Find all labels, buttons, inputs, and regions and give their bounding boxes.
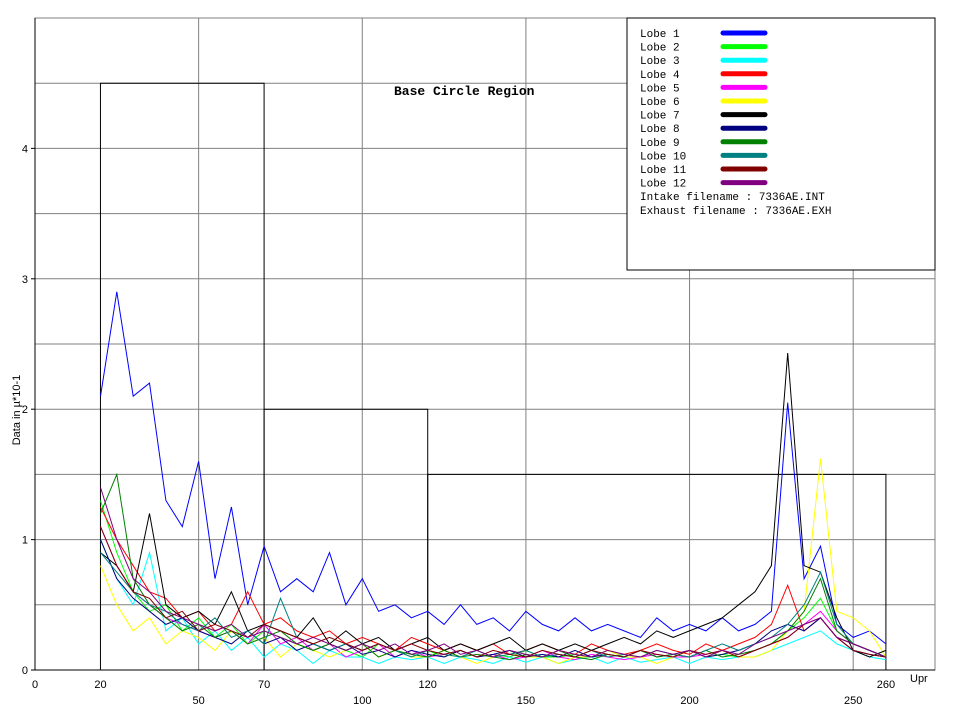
y-axis-label: Data in µ*10-1 (11, 375, 23, 446)
x-tick-label: 120 (419, 679, 437, 691)
series-line-lobe-7 (100, 353, 887, 658)
y-tick-label: 2 (22, 404, 28, 416)
y-tick-label: 0 (22, 665, 28, 677)
x-tick-label: 70 (258, 679, 270, 691)
series-line-lobe-8 (100, 539, 886, 658)
y-tick-label: 3 (22, 274, 28, 286)
series-line-lobe-9 (100, 472, 887, 661)
legend-label: Lobe 7 (640, 111, 680, 123)
y-tick-label: 4 (22, 143, 28, 155)
legend-filename: Exhaust filename : 7336AE.EXH (640, 206, 831, 218)
legend-label: Lobe 3 (640, 56, 680, 68)
x-tick-label: 20 (94, 679, 106, 691)
x-tick-label: 0 (32, 679, 38, 691)
region-box (427, 473, 887, 670)
legend-label: Lobe 2 (640, 43, 680, 55)
axes: 0 1 2 3 4 0 20 70 120 260 50 100 150 200 250 (22, 18, 935, 705)
x-tick-label: 260 (877, 679, 895, 691)
region-box (99, 82, 265, 670)
x-tick-label: 50 (193, 695, 205, 705)
x-tick-label: 200 (680, 695, 698, 705)
series-line-lobe-11 (100, 526, 886, 658)
x-tick-label: 250 (844, 695, 862, 705)
legend-label: Lobe 1 (640, 29, 680, 41)
series-line-lobe-1 (100, 291, 887, 645)
region-boxes (99, 82, 887, 670)
chart-title: Base Circle Region (394, 84, 535, 99)
legend-filename: Intake filename : 7336AE.INT (640, 192, 825, 204)
legend-label: Lobe 5 (640, 83, 680, 95)
series-line-lobe-6 (100, 458, 887, 665)
legend-label: Lobe 4 (640, 70, 680, 82)
x-axis-label: Upr (910, 673, 928, 685)
legend-label: Lobe 10 (640, 151, 686, 163)
legend-label: Lobe 12 (640, 179, 686, 191)
legend-label: Lobe 11 (640, 165, 687, 177)
x-tick-label: 100 (353, 695, 371, 705)
legend-label: Lobe 8 (640, 124, 680, 136)
legend-label: Lobe 6 (640, 97, 680, 109)
series-line-lobe-5 (100, 526, 887, 661)
x-tick-label: 150 (517, 695, 535, 705)
y-tick-label: 1 (22, 535, 28, 547)
legend-box (626, 17, 936, 271)
series-line-lobe-12 (100, 487, 887, 658)
series-lines (100, 291, 887, 665)
legend-label: Lobe 9 (640, 138, 680, 150)
